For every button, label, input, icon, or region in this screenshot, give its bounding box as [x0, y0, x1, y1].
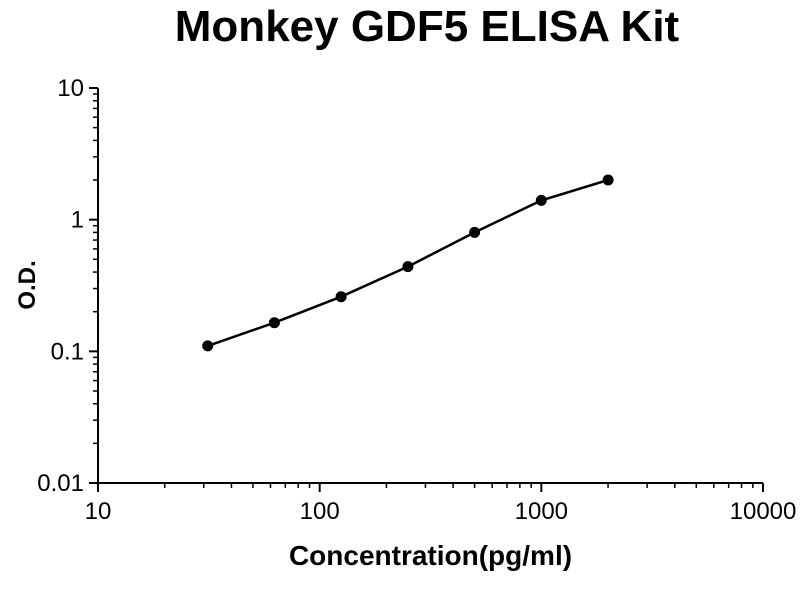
x-tick-label: 1000 [515, 498, 568, 525]
y-tick-label: 1 [71, 207, 84, 234]
data-point [202, 340, 214, 352]
y-tick-label: 10 [57, 75, 84, 102]
x-axis-label: Concentration(pg/ml) [288, 540, 573, 571]
data-point [469, 226, 481, 238]
y-tick-label: 0.1 [51, 338, 84, 365]
y-tick-label: 0.01 [37, 470, 84, 497]
data-point [268, 317, 280, 329]
chart-title: Monkey GDF5 ELISA Kit [174, 2, 680, 51]
data-point [535, 194, 547, 206]
data-point [602, 174, 614, 186]
data-point [335, 291, 347, 303]
x-tick-label: 10000 [730, 498, 797, 525]
x-tick-label: 10 [85, 498, 112, 525]
x-tick-label: 100 [300, 498, 340, 525]
data-point [402, 261, 414, 273]
